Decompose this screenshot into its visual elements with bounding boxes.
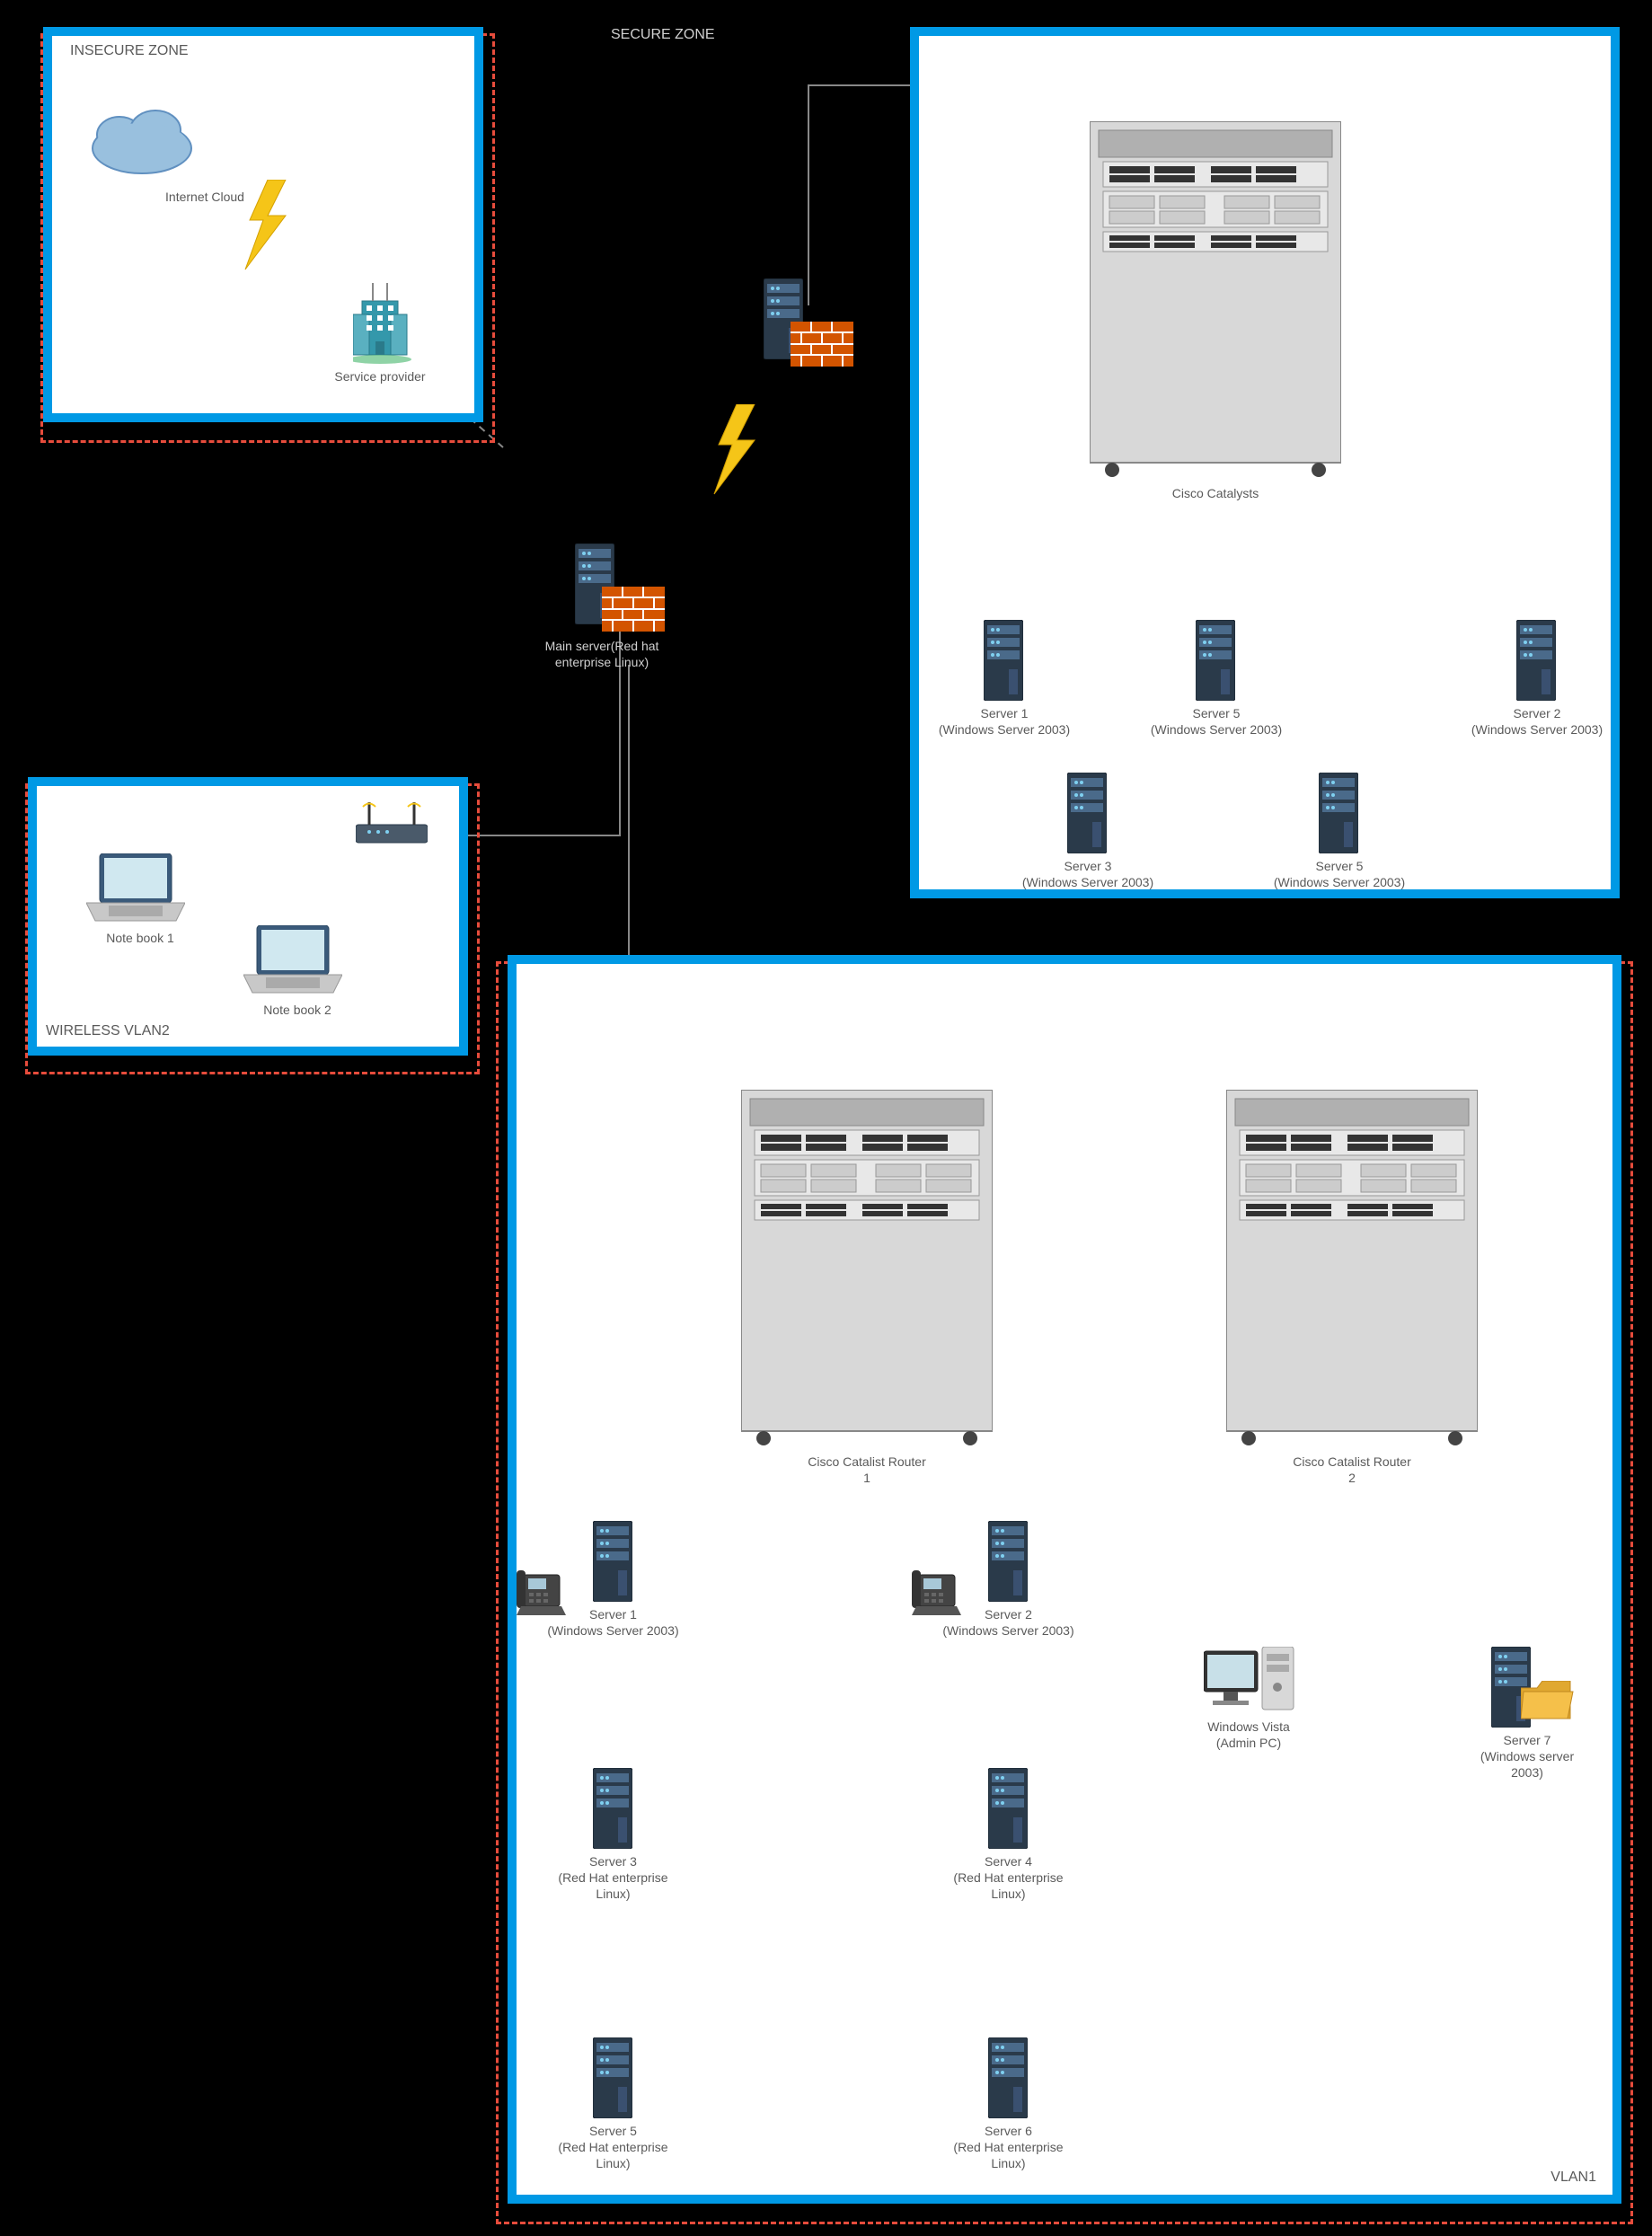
laptop-icon [86,853,185,925]
wifi-router-icon [356,802,428,847]
cloud-icon [88,108,196,175]
notebook1-label: Note book 1 [95,930,185,946]
laptop-icon [243,925,342,997]
server-icon [988,2037,1028,2118]
vlan1-zone: VLAN1 Cisco Catalist Router 1 Cisco Cata… [508,955,1621,2204]
service-provider-label: Service provider [290,368,470,384]
main-server-label: Main server(Red hat enterprise Linux) [530,638,674,670]
cisco-catalysts-label: Cisco Catalysts [1153,485,1278,501]
firewall-icon [602,587,665,632]
vlan1-zone-label: VLAN1 [1550,2170,1596,2186]
rack-icon [1226,1090,1478,1449]
bolt-icon [710,404,759,503]
folder-icon [1521,1681,1575,1721]
v-server2-label: Server 2 (Windows Server 2003) [939,1606,1078,1639]
notebook2-label: Note book 2 [252,1002,342,1018]
sz-server5b-label: Server 5 (Windows Server 2003) [1272,858,1407,890]
router2-label: Cisco Catalist Router 2 [1271,1454,1433,1486]
firewall-icon [791,322,853,367]
server-icon [988,1521,1028,1602]
sz-server2-label: Server 2 (Windows Server 2003) [1470,705,1604,738]
rack-icon [1090,121,1341,481]
server-icon [1516,620,1556,701]
sz-server5a-label: Server 5 (Windows Server 2003) [1149,705,1284,738]
router1-label: Cisco Catalist Router 1 [786,1454,948,1486]
bolt-icon [241,180,290,278]
sz-server1-label: Server 1 (Windows Server 2003) [937,705,1072,738]
v-server7-label: Server 7 (Windows server 2003) [1460,1732,1595,1781]
server-icon [593,1768,632,1849]
v-server5-label: Server 5 (Red Hat enterprise Linux) [543,2123,683,2172]
server-icon [984,620,1023,701]
wireless-zone: WIRELESS VLAN2 Note book 1 Note book 2 [28,777,468,1056]
admin-pc-label: Windows Vista (Admin PC) [1181,1719,1316,1751]
v-server3-label: Server 3 (Red Hat enterprise Linux) [543,1853,683,1903]
server-icon [1067,773,1107,853]
building-icon [353,283,416,364]
wireless-zone-label: WIRELESS VLAN2 [46,1023,170,1039]
desktop-icon [1204,1647,1298,1714]
server-icon [593,2037,632,2118]
rack-icon [741,1090,993,1449]
server-icon [1196,620,1235,701]
insecure-zone-label: INSECURE ZONE [70,43,189,59]
secure-zone-label: SECURE ZONE [611,27,715,43]
diagram-canvas: INSECURE ZONE Internet Cloud Service pro… [0,0,1652,2236]
secure-zone: Cisco Catalysts Server 1 (Windows Server… [910,27,1620,898]
v-server4-label: Server 4 (Red Hat enterprise Linux) [939,1853,1078,1903]
v-server6-label: Server 6 (Red Hat enterprise Linux) [939,2123,1078,2172]
v-server1-label: Server 1 (Windows Server 2003) [543,1606,683,1639]
server-icon [1319,773,1358,853]
server-icon [593,1521,632,1602]
insecure-zone: INSECURE ZONE Internet Cloud Service pro… [43,27,483,422]
sz-server3-label: Server 3 (Windows Server 2003) [1020,858,1155,890]
server-icon [988,1768,1028,1849]
